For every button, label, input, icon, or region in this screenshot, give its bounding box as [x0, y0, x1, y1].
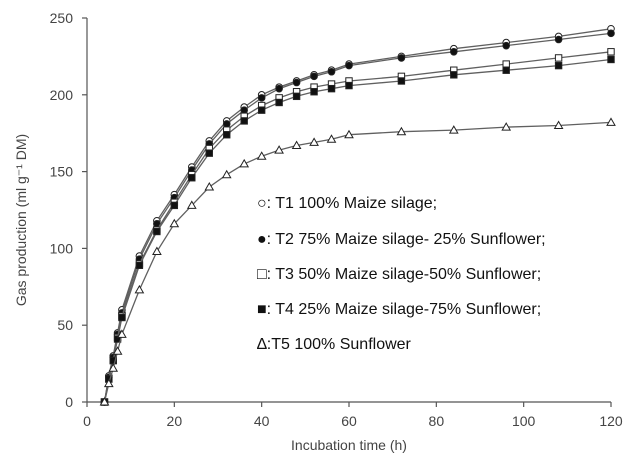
- x-tick-label: 40: [254, 413, 270, 429]
- series-layer: [99, 24, 616, 406]
- data-point: [396, 126, 407, 136]
- data-point: [501, 122, 512, 131]
- x-tick-label: 80: [429, 413, 445, 429]
- x-tick-label: 100: [512, 413, 536, 429]
- data-point: [448, 125, 459, 134]
- data-point: [135, 261, 144, 269]
- data-point: [327, 84, 336, 93]
- data-point: [118, 313, 126, 322]
- data-point: [327, 67, 336, 76]
- x-axis-title: Incubation time (h): [291, 437, 407, 453]
- series-line-5: [103, 121, 612, 403]
- y-tick-label: 50: [57, 317, 73, 333]
- data-point: [344, 129, 354, 139]
- data-point: [345, 61, 353, 70]
- data-point: [169, 218, 180, 228]
- data-point: [554, 61, 563, 70]
- data-point: [450, 47, 458, 56]
- data-point: [240, 117, 248, 125]
- y-tick-label: 200: [50, 87, 74, 103]
- legend-entry-t2: ●: T2 75% Maize silage- 25% Sunflower;: [257, 231, 546, 248]
- data-point: [223, 131, 231, 139]
- data-point: [186, 200, 197, 209]
- x-tick-label: 20: [167, 413, 183, 429]
- data-point: [103, 378, 114, 388]
- data-point: [108, 363, 119, 372]
- data-point: [222, 120, 231, 128]
- data-point: [397, 54, 406, 62]
- data-point: [221, 169, 232, 179]
- data-point: [326, 134, 337, 143]
- data-point: [502, 66, 510, 74]
- legend-entry-t1: ○: T1 100% Maize silage;: [257, 195, 437, 212]
- data-point: [257, 106, 266, 114]
- data-point: [607, 48, 615, 56]
- data-point: [309, 137, 319, 146]
- tick-labels: 0 20 40 60 80 100 120 0 50 100 150 200 250: [50, 10, 623, 429]
- series-4: [100, 55, 615, 406]
- data-point: [554, 35, 563, 44]
- data-point: [607, 55, 615, 64]
- data-point: [134, 284, 145, 294]
- data-point: [117, 329, 127, 338]
- tick-marks: [82, 17, 612, 407]
- legend-entry-t3: □: T3 50% Maize silage-50% Sunflower;: [257, 266, 541, 283]
- data-point: [112, 346, 123, 355]
- data-point: [606, 117, 616, 126]
- x-tick-label: 60: [341, 413, 357, 429]
- data-point: [239, 158, 250, 168]
- data-point: [345, 81, 353, 90]
- data-point: [291, 140, 302, 149]
- data-point: [257, 94, 266, 102]
- data-point: [310, 88, 318, 96]
- legend-entry-t4: ■: T4 25% Maize silage-75% Sunflower;: [257, 301, 541, 318]
- data-point: [152, 246, 162, 255]
- y-axis-title: Gas production (ml g⁻¹ DM): [13, 134, 29, 306]
- data-point: [153, 227, 161, 236]
- y-tick-label: 150: [50, 164, 74, 180]
- data-point: [502, 41, 511, 50]
- data-point: [554, 54, 563, 62]
- data-point: [502, 60, 510, 68]
- data-point: [553, 120, 564, 129]
- data-point: [274, 145, 284, 154]
- data-point: [240, 106, 248, 114]
- data-point: [275, 98, 283, 107]
- data-point: [450, 71, 458, 79]
- data-point: [397, 77, 406, 85]
- data-point: [310, 72, 318, 81]
- y-tick-label: 100: [50, 240, 74, 256]
- data-point: [99, 396, 110, 406]
- series-5: [99, 117, 616, 406]
- x-tick-label: 0: [83, 413, 91, 429]
- data-point: [607, 29, 615, 38]
- data-point: [292, 78, 301, 87]
- data-point: [292, 92, 301, 101]
- series-2: [100, 29, 615, 406]
- y-tick-label: 0: [65, 394, 73, 410]
- legend: ○: T1 100% Maize silage; ●: T2 75% Maize…: [257, 195, 546, 353]
- data-point: [256, 151, 267, 160]
- x-tick-label: 120: [599, 413, 623, 429]
- data-point: [204, 181, 215, 191]
- data-point: [205, 149, 213, 157]
- data-point: [170, 201, 179, 210]
- data-point: [275, 84, 283, 93]
- legend-entry-t5: ∆:T5 100% Sunflower: [257, 336, 412, 353]
- y-tick-label: 250: [50, 10, 74, 26]
- data-point: [188, 174, 196, 182]
